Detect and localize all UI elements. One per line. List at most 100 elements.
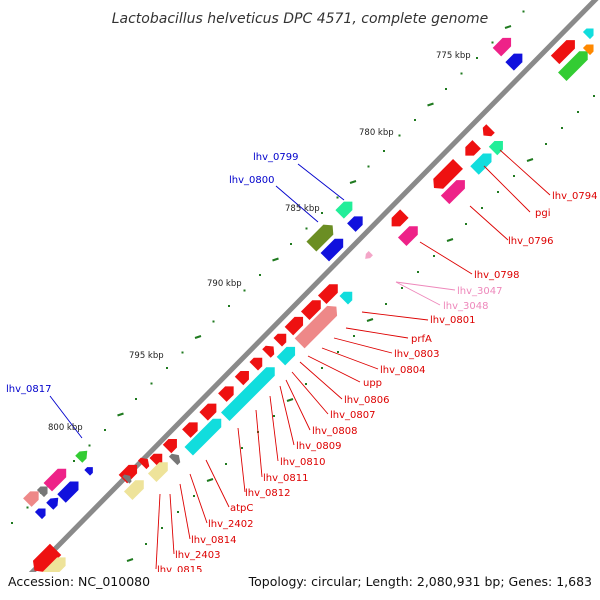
gene-arrow[interactable]	[294, 302, 342, 349]
track-dot	[398, 134, 401, 137]
gene-arrow[interactable]	[123, 476, 148, 501]
leader-line	[179, 483, 191, 540]
gene-arrow[interactable]	[84, 464, 95, 476]
gene-arrow[interactable]	[347, 212, 367, 232]
gene-arrow[interactable]	[75, 447, 91, 463]
gene-arrow[interactable]	[199, 399, 220, 421]
leader-line	[279, 385, 295, 446]
gene-arrow[interactable]	[234, 367, 253, 386]
gene-arrow[interactable]	[36, 483, 51, 498]
gene-label[interactable]: lhv_0806	[344, 395, 389, 406]
gene-arrow[interactable]	[306, 220, 337, 252]
gene-label[interactable]: lhv_0812	[245, 488, 290, 499]
gene-arrow[interactable]	[273, 330, 291, 347]
leader-line	[297, 163, 345, 201]
gene-arrow[interactable]	[479, 124, 495, 140]
gene-label[interactable]: upp	[363, 378, 382, 389]
gene-arrow[interactable]	[276, 343, 300, 366]
gene-label[interactable]: lhv_0815	[157, 565, 202, 576]
gene-arrow[interactable]	[221, 363, 279, 421]
gene-label[interactable]: lhv_0814	[191, 535, 236, 546]
gene-arrow[interactable]	[582, 41, 597, 56]
gene-arrow[interactable]	[262, 342, 278, 358]
gene-arrow[interactable]	[249, 354, 267, 371]
gene-arrow[interactable]	[440, 176, 469, 205]
gene-arrow[interactable]	[470, 149, 495, 175]
gene-label[interactable]: lhv_0798	[474, 270, 519, 281]
track-dot	[290, 243, 292, 245]
gene-label[interactable]: lhv_0807	[330, 410, 375, 421]
gene-arrow[interactable]	[492, 34, 516, 57]
leader-line	[419, 241, 473, 275]
gene-arrow[interactable]	[320, 235, 348, 262]
track-dot	[385, 303, 387, 305]
kbp-tick-mark	[349, 180, 357, 184]
track-dot	[161, 527, 163, 529]
gene-label[interactable]: lhv_0811	[263, 473, 308, 484]
gene-arrow[interactable]	[29, 543, 62, 577]
gene-label[interactable]: lhv_0801	[430, 315, 475, 326]
gene-arrow[interactable]	[162, 435, 181, 454]
genome-summary-text: Topology: circular; Length: 2,080,931 bp…	[248, 574, 592, 589]
leader-line	[255, 409, 263, 478]
gene-label[interactable]: lhv_0804	[380, 365, 425, 376]
tick-label: 800 kbp	[48, 423, 83, 433]
gene-arrow[interactable]	[284, 313, 308, 336]
gene-label[interactable]: prfA	[411, 334, 432, 345]
gene-arrow[interactable]	[218, 382, 238, 402]
gene-arrow[interactable]	[184, 414, 225, 456]
gene-label[interactable]: lhv_0809	[296, 441, 341, 452]
gene-arrow[interactable]	[335, 197, 356, 219]
gene-label[interactable]: lhv_0796	[508, 236, 553, 247]
gene-arrow[interactable]	[34, 505, 49, 520]
gene-arrow[interactable]	[582, 25, 597, 40]
gene-label[interactable]: lhv_3047	[457, 286, 502, 297]
leader-line	[155, 493, 161, 570]
gene-arrow[interactable]	[300, 296, 325, 321]
gene-arrow[interactable]	[363, 251, 373, 261]
gene-arrow[interactable]	[488, 137, 507, 156]
gene-arrow[interactable]	[317, 280, 342, 305]
tick-label: 775 kbp	[436, 51, 471, 61]
gene-arrow[interactable]	[387, 209, 409, 230]
gene-label[interactable]: lhv_0794	[552, 191, 597, 202]
gene-arrow[interactable]	[550, 36, 579, 65]
gene-arrow[interactable]	[57, 477, 82, 503]
label-leader-lines	[49, 149, 551, 570]
gene-arrow[interactable]	[168, 451, 183, 466]
gene-label[interactable]: lhv_3048	[443, 301, 488, 312]
gene-label[interactable]: pgi	[535, 208, 550, 219]
gene-label[interactable]: lhv_0808	[312, 426, 357, 437]
gene-arrow[interactable]	[505, 49, 526, 71]
gene-arrow[interactable]	[339, 288, 357, 305]
track-dot	[337, 351, 339, 353]
leader-line	[299, 361, 343, 400]
track-dot	[88, 444, 91, 447]
gene-arrow[interactable]	[23, 487, 43, 507]
track-dot	[497, 191, 499, 193]
track-dot	[305, 227, 308, 230]
gene-label[interactable]: lhv_0817	[6, 384, 51, 395]
gene-arrow[interactable]	[461, 140, 481, 160]
leader-line	[395, 281, 456, 291]
gene-arrow[interactable]	[397, 222, 422, 247]
gene-arrow[interactable]	[558, 47, 592, 81]
gene-label[interactable]: atpC	[230, 503, 253, 514]
gene-label[interactable]: lhv_0810	[280, 457, 325, 468]
leader-line	[345, 327, 409, 339]
gene-label[interactable]: lhv_0800	[229, 175, 274, 186]
gene-arrow[interactable]	[122, 472, 133, 484]
gene-arrow[interactable]	[147, 458, 172, 483]
gene-arrow[interactable]	[46, 494, 62, 510]
gene-arrow[interactable]	[118, 461, 142, 484]
gene-label[interactable]: lhv_0803	[394, 349, 439, 360]
gene-arrow[interactable]	[182, 418, 202, 438]
gene-arrow[interactable]	[429, 159, 463, 193]
track-dot	[417, 271, 419, 273]
gene-label[interactable]: lhv_2402	[208, 519, 253, 530]
gene-arrow[interactable]	[137, 455, 152, 470]
gene-label[interactable]: lhv_2403	[175, 550, 220, 561]
kbp-tick-mark	[504, 25, 512, 29]
gene-label[interactable]: lhv_0799	[253, 152, 298, 163]
gene-arrow[interactable]	[43, 465, 71, 492]
